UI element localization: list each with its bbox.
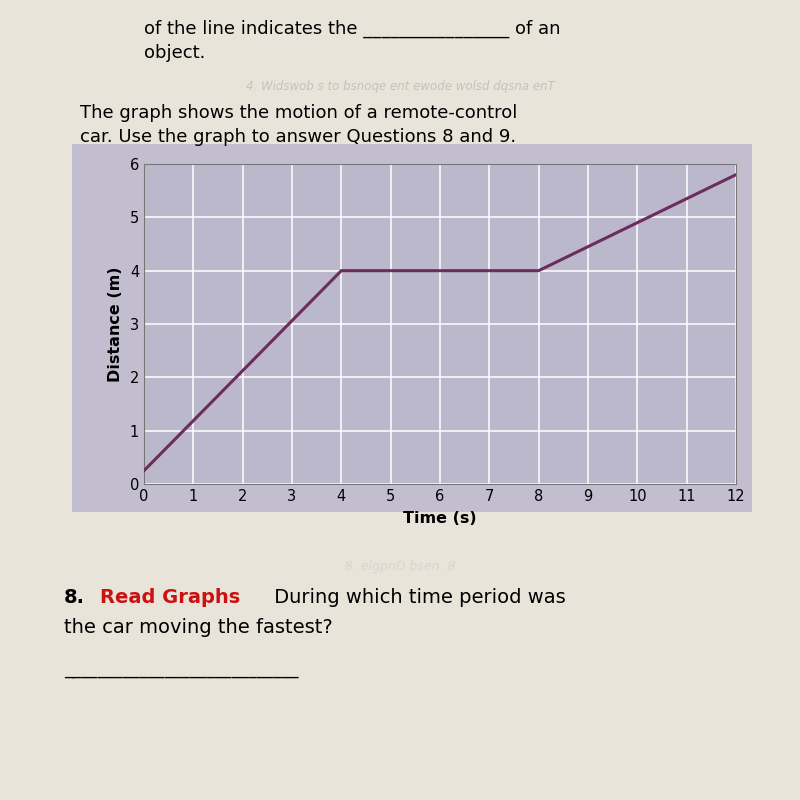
- Text: of the line indicates the ________________ of an: of the line indicates the ______________…: [144, 20, 561, 38]
- X-axis label: Time (s): Time (s): [403, 511, 477, 526]
- Text: The graph shows the motion of a remote-control: The graph shows the motion of a remote-c…: [80, 104, 518, 122]
- Text: 8.: 8.: [64, 588, 85, 607]
- Text: the car moving the fastest?: the car moving the fastest?: [64, 618, 333, 637]
- Text: car. Use the graph to answer Questions 8 and 9.: car. Use the graph to answer Questions 8…: [80, 128, 516, 146]
- Text: 8. elgpnD bsen .8: 8. elgpnD bsen .8: [345, 560, 455, 573]
- Text: ____________________________: ____________________________: [64, 660, 298, 678]
- Text: During which time period was: During which time period was: [268, 588, 566, 607]
- Text: 4. Widswob s to bsnoqe ent ewode wolsd dqsna enT: 4. Widswob s to bsnoqe ent ewode wolsd d…: [246, 80, 554, 93]
- Y-axis label: Distance (m): Distance (m): [108, 266, 123, 382]
- Text: Read Graphs: Read Graphs: [100, 588, 240, 607]
- Text: object.: object.: [144, 44, 206, 62]
